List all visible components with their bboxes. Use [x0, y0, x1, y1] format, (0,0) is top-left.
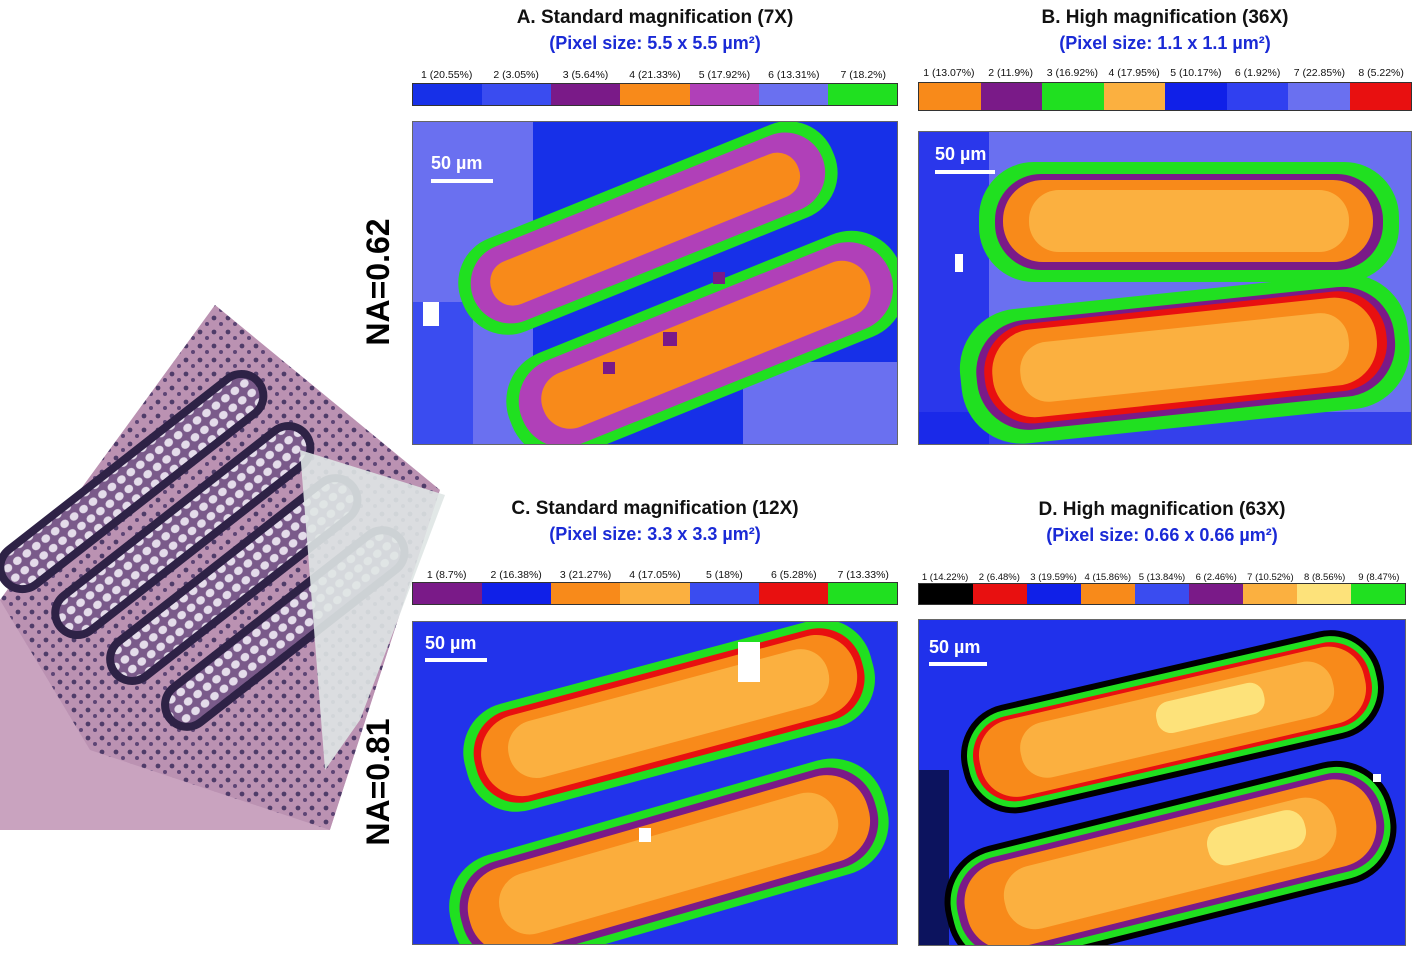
legend-label: 6 (13.31%) [768, 69, 820, 81]
legend-label: 5 (10.17%) [1170, 67, 1222, 79]
legend-label: 1 (14.22%) [921, 572, 969, 583]
legend-label: 3 (16.92%) [1046, 67, 1099, 79]
scalebar-label: 50 µm [935, 144, 986, 164]
legend-label: 1 (8.7%) [426, 569, 467, 581]
scalebar-label: 50 µm [431, 153, 482, 173]
color-swatch-6 [1226, 83, 1288, 110]
legend-label: 4 (21.33%) [629, 69, 681, 81]
color-swatch-6 [1189, 584, 1243, 604]
color-swatch-1 [919, 83, 981, 110]
color-swatch-7 [827, 583, 897, 604]
legend-label: 5 (18%) [706, 569, 743, 581]
legend-label: 9 (8.47%) [1358, 572, 1400, 583]
legend-label: 3 (19.59%) [1030, 572, 1077, 583]
color-swatch-7 [827, 84, 897, 105]
legend-label: 2 (3.05%) [493, 69, 539, 81]
legend-label: 3 (5.64%) [562, 69, 609, 81]
panel-c-legend-labels: 1 (8.7%) 2 (16.38%) 3 (21.27%) 4 (17.05%… [412, 569, 898, 581]
legend-label: 8 (5.22%) [1358, 67, 1404, 79]
color-swatch-8 [1297, 584, 1351, 604]
color-swatch-9 [1351, 584, 1405, 604]
panel-d-subtitle: (Pixel size: 0.66 x 0.66 µm²) [1046, 525, 1278, 545]
panel-b-cluster-map: 50 µm [918, 131, 1412, 445]
legend-label: 5 (13.84%) [1138, 572, 1186, 583]
legend-label: 3 (21.27%) [559, 569, 612, 581]
color-swatch-4 [620, 84, 690, 105]
panel-d-title: D. High magnification (63X) [1038, 499, 1286, 520]
panel-a-color-bar [412, 83, 898, 106]
panel-d-color-bar [918, 583, 1406, 605]
color-swatch-4 [1081, 584, 1135, 604]
legend-label: 5 (17.92%) [698, 69, 751, 81]
legend-label: 8 (8.56%) [1304, 572, 1346, 583]
legend-label: 2 (6.48%) [978, 572, 1020, 583]
legend-label: 6 (1.92%) [1234, 67, 1281, 79]
legend-label: 4 (17.05%) [629, 569, 681, 581]
color-swatch-4 [1103, 83, 1165, 110]
color-swatch-2 [482, 583, 552, 604]
panel-c-subtitle: (Pixel size: 3.3 x 3.3 µm²) [549, 524, 761, 544]
legend-label: 7 (13.33%) [837, 569, 889, 581]
panel-a-cluster-map: 50 µm [412, 121, 898, 445]
color-swatch-2 [980, 83, 1042, 110]
row-label-na-081: NA=0.81 [360, 718, 396, 846]
color-swatch-3 [1027, 584, 1081, 604]
color-swatch-7 [1243, 584, 1297, 604]
legend-label: 7 (18.2%) [840, 69, 886, 81]
color-swatch-3 [1042, 83, 1104, 110]
color-swatch-7 [1288, 83, 1350, 110]
panel-a-subtitle: (Pixel size: 5.5 x 5.5 µm²) [549, 33, 761, 53]
color-swatch-2 [482, 84, 552, 105]
legend-label: 7 (22.85%) [1293, 67, 1346, 79]
legend-label: 7 (10.52%) [1247, 572, 1294, 583]
color-swatch-5 [689, 84, 759, 105]
color-swatch-6 [758, 583, 828, 604]
color-swatch-1 [413, 583, 483, 604]
color-swatch-1 [919, 584, 973, 604]
legend-label: 2 (11.9%) [988, 67, 1033, 79]
histology-image [0, 300, 445, 885]
color-swatch-3 [551, 583, 621, 604]
row-label-na-062: NA=0.62 [360, 218, 396, 346]
panel-c-cluster-map: 50 µm [412, 621, 898, 945]
color-swatch-2 [973, 584, 1027, 604]
scalebar-label: 50 µm [425, 633, 476, 653]
panel-c-color-bar [412, 582, 898, 605]
panel-b-subtitle: (Pixel size: 1.1 x 1.1 µm²) [1059, 33, 1271, 53]
panel-a-legend-labels: 1 (20.55%) 2 (3.05%) 3 (5.64%) 4 (21.33%… [412, 69, 898, 81]
panel-d-legend-labels: 1 (14.22%) 2 (6.48%) 3 (19.59%) 4 (15.86… [918, 572, 1406, 583]
legend-label: 1 (20.55%) [421, 69, 473, 81]
panel-b-legend-labels: 1 (13.07%) 2 (11.9%) 3 (16.92%) 4 (17.95… [918, 67, 1412, 79]
color-swatch-5 [1135, 584, 1189, 604]
color-swatch-8 [1349, 83, 1411, 110]
legend-label: 6 (2.46%) [1195, 572, 1237, 583]
legend-label: 4 (17.95%) [1108, 67, 1160, 79]
color-swatch-6 [758, 84, 828, 105]
panel-c-title: C. Standard magnification (12X) [511, 498, 799, 519]
color-swatch-1 [413, 84, 483, 105]
panel-a-title: A. Standard magnification (7X) [516, 7, 794, 28]
panel-b-color-bar [918, 82, 1412, 111]
panel-b-title: B. High magnification (36X) [1041, 7, 1289, 28]
color-swatch-3 [551, 84, 621, 105]
legend-label: 1 (13.07%) [923, 67, 975, 79]
legend-label: 4 (15.86%) [1084, 572, 1131, 583]
panel-d-cluster-map: 50 µm [918, 619, 1406, 946]
legend-label: 6 (5.28%) [771, 569, 817, 581]
color-swatch-5 [689, 583, 759, 604]
legend-label: 2 (16.38%) [490, 569, 542, 581]
scalebar-label: 50 µm [929, 637, 980, 657]
color-swatch-4 [620, 583, 690, 604]
color-swatch-5 [1165, 83, 1227, 110]
